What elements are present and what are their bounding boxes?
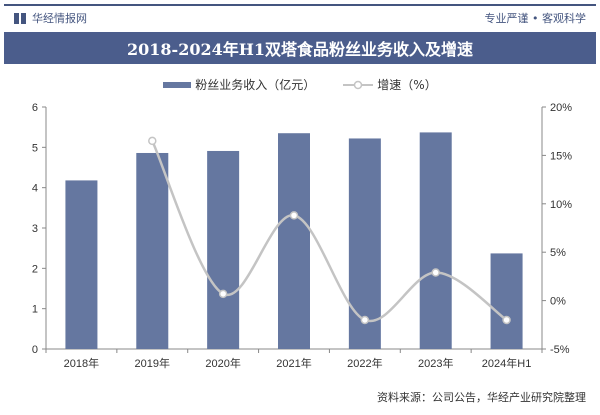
left-tick-label: 6 bbox=[32, 102, 38, 114]
brand-name: 华经情报网 bbox=[32, 12, 87, 25]
x-tick-label: 2018年 bbox=[64, 356, 99, 370]
bar bbox=[65, 180, 98, 349]
brand: 华经情报网 bbox=[14, 10, 87, 26]
top-divider bbox=[4, 4, 596, 6]
growth-point bbox=[502, 315, 511, 325]
x-tick-label: 2019年 bbox=[135, 356, 170, 370]
chart-title: 2018-2024年H1双塔食品粉丝业务收入及增速 bbox=[4, 32, 596, 64]
growth-line bbox=[151, 140, 508, 323]
legend-label: 粉丝业务收入（亿元） bbox=[195, 78, 316, 92]
right-tick-label: 20% bbox=[550, 102, 572, 114]
bar bbox=[348, 138, 381, 349]
left-tick-label: 5 bbox=[32, 142, 38, 154]
right-tick-label: 10% bbox=[550, 199, 572, 211]
growth-point bbox=[218, 289, 228, 299]
bar bbox=[419, 132, 452, 349]
source-note: 资料来源：公司公告，华经产业研究院整理 bbox=[377, 391, 586, 404]
left-tick-label: 2 bbox=[32, 263, 38, 275]
x-tick-label: 2022年 bbox=[347, 356, 382, 370]
line-marker-icon bbox=[343, 80, 374, 89]
growth-point bbox=[148, 136, 157, 146]
bar bbox=[207, 150, 240, 349]
x-tick-label: 2021年 bbox=[276, 356, 311, 370]
bar bbox=[136, 152, 169, 349]
growth-point bbox=[360, 315, 370, 325]
growth-point bbox=[431, 268, 440, 277]
bar bbox=[278, 133, 310, 349]
x-tick-label: 2020年 bbox=[205, 356, 240, 370]
left-tick-label: 0 bbox=[32, 344, 38, 356]
x-tick-label: 2024年H1 bbox=[482, 356, 532, 370]
left-tick-label: 1 bbox=[32, 304, 38, 316]
right-tick-label: -5% bbox=[550, 344, 570, 356]
legend-label: 增速（%） bbox=[377, 78, 437, 92]
left-tick-label: 3 bbox=[32, 223, 38, 235]
growth-point bbox=[289, 211, 299, 220]
slogan: 专业严谨 • 客观科学 bbox=[484, 12, 586, 25]
right-tick-label: 0% bbox=[550, 296, 566, 308]
legend: 粉丝业务收入（亿元） 增速（%） bbox=[0, 76, 600, 93]
logo-icon bbox=[14, 12, 26, 24]
right-tick-label: 5% bbox=[550, 247, 566, 259]
bar bbox=[490, 253, 523, 349]
legend-item-growth: 增速（%） bbox=[343, 76, 437, 93]
bar-swatch-icon bbox=[163, 81, 192, 88]
legend-item-revenue: 粉丝业务收入（亿元） bbox=[163, 76, 315, 93]
x-tick-label: 2023年 bbox=[418, 356, 453, 370]
left-tick-label: 4 bbox=[32, 183, 38, 195]
right-tick-label: 15% bbox=[550, 150, 572, 162]
